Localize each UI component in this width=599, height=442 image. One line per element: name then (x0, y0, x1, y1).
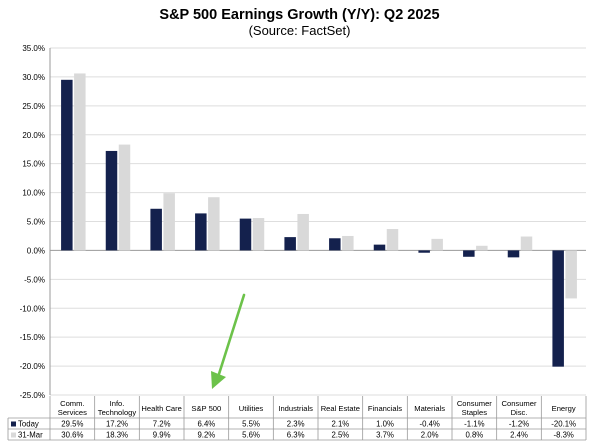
bar-31-mar (565, 250, 577, 299)
y-tick-label: -5.0% (24, 275, 45, 284)
y-axis: 35.0% 30.0% 25.0% 20.0% 15.0% 10.0% 5.0% 0.0% -5… (20, 44, 45, 400)
bar-31-mar (208, 197, 220, 251)
y-tick-label: 5.0% (27, 218, 45, 227)
table-value: 2.3% (287, 420, 305, 429)
table-value: 6.3% (287, 431, 305, 440)
bar-31-mar (520, 236, 533, 251)
category-label: Financials (368, 404, 402, 413)
bar-31-mar (476, 245, 488, 251)
bar-today (373, 244, 386, 251)
table-value: 1.0% (376, 420, 394, 429)
legend-label-today: Today (18, 420, 39, 429)
bar-today (284, 237, 296, 251)
table-value: 30.6% (61, 431, 83, 440)
table-value: -8.3% (553, 431, 573, 440)
table-value: -1.1% (464, 420, 484, 429)
y-tick-label: 25.0% (22, 102, 45, 111)
bar-today (507, 250, 520, 258)
category-label: Consumer Staples (457, 399, 492, 417)
table-value: 29.5% (61, 420, 83, 429)
bar-31-mar (118, 144, 131, 251)
y-tick-label: 15.0% (22, 160, 45, 169)
category-label: Info. Technology (98, 399, 137, 417)
bar-today (552, 250, 564, 367)
bar-31-mar (74, 73, 86, 251)
annotation-arrow-head (211, 371, 226, 389)
legend-label-31-mar: 31-Mar (18, 431, 43, 440)
gridlines (49, 47, 586, 396)
table-value: 3.7% (376, 431, 394, 440)
table-value: 9.9% (153, 431, 171, 440)
table-value: 17.2% (106, 420, 128, 429)
bar-31-mar (163, 193, 175, 251)
bar-31-mar (386, 229, 399, 251)
y-tick-label: 35.0% (22, 44, 45, 53)
chart-title: S&P 500 Earnings Growth (Y/Y): Q2 2025 (159, 7, 439, 23)
annotation-arrow-shaft (217, 293, 246, 376)
table-value: 0.8% (465, 431, 483, 440)
table-value: -1.2% (509, 420, 529, 429)
bar-today (61, 79, 73, 251)
y-tick-label: -20.0% (20, 362, 45, 371)
bar-today (239, 218, 252, 251)
table-value: 2.0% (421, 431, 439, 440)
y-tick-label: 0.0% (27, 246, 45, 255)
bar-today (195, 213, 207, 251)
bar-today (463, 250, 475, 257)
table-value: 6.4% (197, 420, 215, 429)
y-tick-label: 20.0% (22, 131, 45, 140)
chart-subtitle: (Source: FactSet) (249, 23, 351, 38)
legend-swatch-today (11, 421, 16, 427)
bar-today (418, 250, 430, 253)
bar-31-mar (297, 213, 309, 251)
bar-today (105, 150, 118, 251)
y-tick-label: -15.0% (20, 333, 45, 342)
bar-31-mar (252, 218, 265, 251)
category-label: Materials (414, 404, 445, 413)
y-tick-label: -25.0% (20, 391, 45, 400)
category-label: Comm. Services (58, 399, 87, 417)
category-label: Utilities (239, 404, 264, 413)
data-table: Comm. Services Info. Technology Health Care S… (7, 396, 587, 441)
annotation (211, 293, 246, 389)
table-value: 2.1% (331, 420, 349, 429)
bars (61, 73, 577, 367)
table-value: 5.5% (242, 420, 260, 429)
bar-31-mar (342, 235, 354, 251)
y-tick-label: -10.0% (20, 304, 45, 313)
table-value: -0.4% (419, 420, 439, 429)
category-label: S&P 500 (191, 404, 221, 413)
category-label: Real Estate (321, 404, 360, 413)
bar-31-mar (431, 238, 443, 251)
table-value: 9.2% (197, 431, 215, 440)
table-value: 2.5% (331, 431, 349, 440)
y-tick-label: 30.0% (22, 73, 45, 82)
category-label: Health Care (141, 404, 182, 413)
table-value: 2.4% (510, 431, 528, 440)
bar-today (329, 238, 341, 251)
table-value: 7.2% (153, 420, 171, 429)
table-value: 18.3% (106, 431, 128, 440)
category-label: Industrials (278, 404, 313, 413)
table-value: 5.6% (242, 431, 260, 440)
category-label: Energy (552, 404, 576, 413)
y-tick-label: 10.0% (22, 189, 45, 198)
table-value: -20.1% (551, 420, 576, 429)
bar-today (150, 208, 162, 251)
category-label: Consumer Disc. (501, 399, 536, 417)
legend-swatch-31-mar (11, 432, 16, 438)
